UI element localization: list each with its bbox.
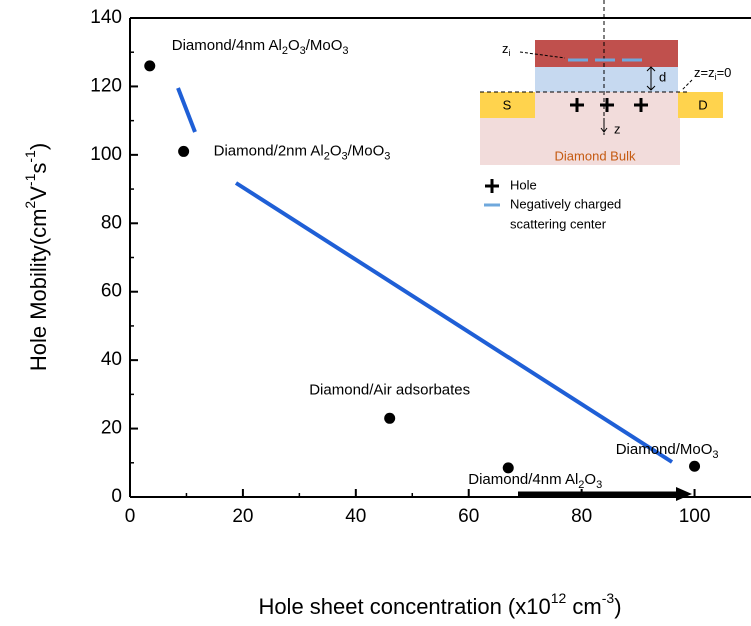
- y-tick-label: 120: [90, 75, 122, 96]
- x-tick-label: 80: [571, 506, 592, 527]
- top-layer: [535, 40, 678, 67]
- point-label: Diamond/MoO3: [616, 441, 719, 461]
- point-label: Diamond/4nm Al2O3/MoO3: [172, 37, 349, 57]
- y-tick-label: 0: [111, 486, 122, 507]
- hole-key: Hole: [510, 177, 537, 192]
- title-part: ): [614, 594, 621, 619]
- y-tick-label: 140: [90, 7, 122, 28]
- y-tick-label: 80: [101, 212, 122, 233]
- d-label: d: [659, 69, 666, 84]
- title-part: 12: [551, 590, 567, 606]
- title-part: 2: [22, 201, 38, 209]
- title-part: -1: [22, 150, 38, 163]
- y-tick-label: 20: [101, 418, 122, 439]
- point: [384, 413, 395, 424]
- title-part: s: [26, 163, 51, 174]
- inset: zi z=zi=0 d S D z Diamond Bulk Hole Nega…: [480, 0, 731, 231]
- point-label: Diamond/Air adsorbates: [309, 381, 470, 398]
- title-part: -3: [602, 590, 615, 606]
- x-tick-label: 20: [232, 506, 253, 527]
- point: [178, 146, 189, 157]
- title-part: ): [26, 143, 51, 150]
- z-label: z: [614, 121, 621, 136]
- s-label: S: [503, 97, 512, 112]
- y-tick-label: 60: [101, 281, 122, 302]
- title-part: cm: [566, 594, 601, 619]
- x-tick-label: 40: [345, 506, 366, 527]
- x-tick-label: 100: [679, 506, 711, 527]
- point-label: Diamond/2nm Al2O3/MoO3: [214, 142, 391, 162]
- point: [144, 60, 155, 71]
- point: [689, 461, 700, 472]
- charge-key-label: scattering center: [510, 216, 607, 231]
- pointer: [682, 80, 692, 90]
- d-electrode-label: D: [698, 97, 707, 112]
- bulk-label: Diamond Bulk: [555, 148, 636, 163]
- z0-label: z=zi=0: [694, 65, 731, 82]
- mid-layer: [535, 67, 678, 92]
- zi-label: zi: [502, 41, 511, 58]
- y-tick-label: 100: [90, 144, 122, 165]
- x-axis-title: Hole sheet concentration (x1012 cm-3): [258, 590, 621, 619]
- title-part: -1: [22, 173, 38, 186]
- point-label: Diamond/4nm Al2O3: [468, 471, 602, 491]
- y-axis-title: Hole Mobility(cm2V-1s-1): [22, 143, 51, 371]
- trend-line: [236, 183, 672, 462]
- title-part: Hole sheet concentration (x10: [258, 594, 550, 619]
- trend-line: [178, 88, 195, 132]
- y-tick-label: 40: [101, 349, 122, 370]
- x-tick-label: 60: [458, 506, 479, 527]
- charge-key-label: Negatively charged: [510, 196, 621, 211]
- x-tick-label: 0: [125, 506, 136, 527]
- chart: zi z=zi=0 d S D z Diamond Bulk Hole Nega…: [0, 0, 751, 626]
- title-part: V: [26, 186, 51, 201]
- arrow-head: [676, 487, 692, 501]
- title-part: Hole Mobility(cm: [26, 209, 51, 372]
